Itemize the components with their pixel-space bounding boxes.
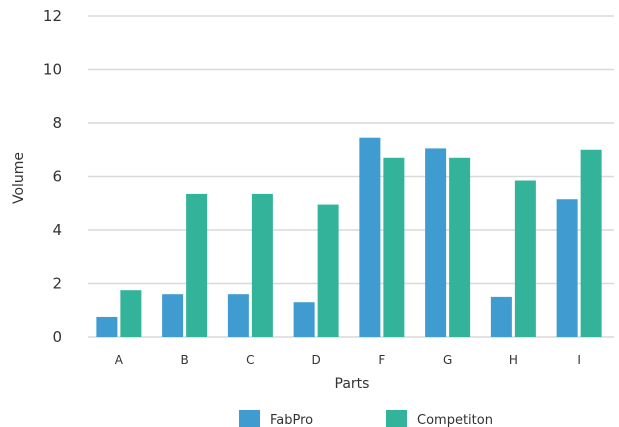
bar-fabpro-B: [162, 294, 184, 337]
bars: [96, 137, 602, 337]
y-tick-label: 6: [52, 168, 62, 186]
bar-competiton-A: [120, 290, 142, 337]
legend-swatch-competiton: [386, 410, 407, 427]
y-axis-title: Volume: [11, 152, 27, 204]
y-tick-label: 2: [52, 275, 62, 293]
bar-competiton-H: [514, 180, 536, 337]
bar-fabpro-F: [359, 137, 381, 337]
x-category-label: C: [246, 353, 254, 367]
x-category-label: B: [181, 353, 189, 367]
x-category-label: D: [312, 353, 321, 367]
bar-competiton-C: [251, 193, 273, 337]
bar-competiton-D: [317, 204, 339, 337]
x-category-label: H: [509, 353, 518, 367]
x-category-label: I: [577, 353, 581, 367]
y-tick-label: 12: [43, 7, 62, 25]
bar-fabpro-D: [293, 302, 315, 337]
legend-label-fabpro: FabPro: [270, 413, 313, 427]
legend-label-competiton: Competiton: [417, 413, 493, 427]
x-category-label: F: [378, 353, 385, 367]
y-tick-label: 4: [52, 221, 62, 239]
x-category-label: G: [443, 353, 452, 367]
y-tick-label: 10: [43, 61, 62, 79]
x-axis-title: Parts: [335, 376, 370, 392]
y-tick-label: 8: [52, 114, 62, 132]
bar-fabpro-A: [96, 316, 118, 337]
grid-lines: [88, 15, 614, 338]
y-tick-label: 0: [52, 328, 62, 346]
bar-fabpro-C: [227, 294, 249, 337]
bar-fabpro-G: [425, 148, 447, 337]
bar-competiton-I: [580, 149, 602, 337]
legend-swatch-fabpro: [239, 410, 260, 427]
x-category-label: A: [115, 353, 124, 367]
bar-competiton-F: [383, 157, 405, 337]
bar-fabpro-I: [556, 199, 578, 337]
y-tick-labels: 0 2 4 6 8 10 12: [43, 7, 62, 346]
bar-fabpro-H: [490, 296, 512, 337]
bar-competiton-B: [186, 193, 208, 337]
legend: FabPro Competiton: [239, 410, 493, 427]
bar-competiton-G: [449, 157, 471, 337]
